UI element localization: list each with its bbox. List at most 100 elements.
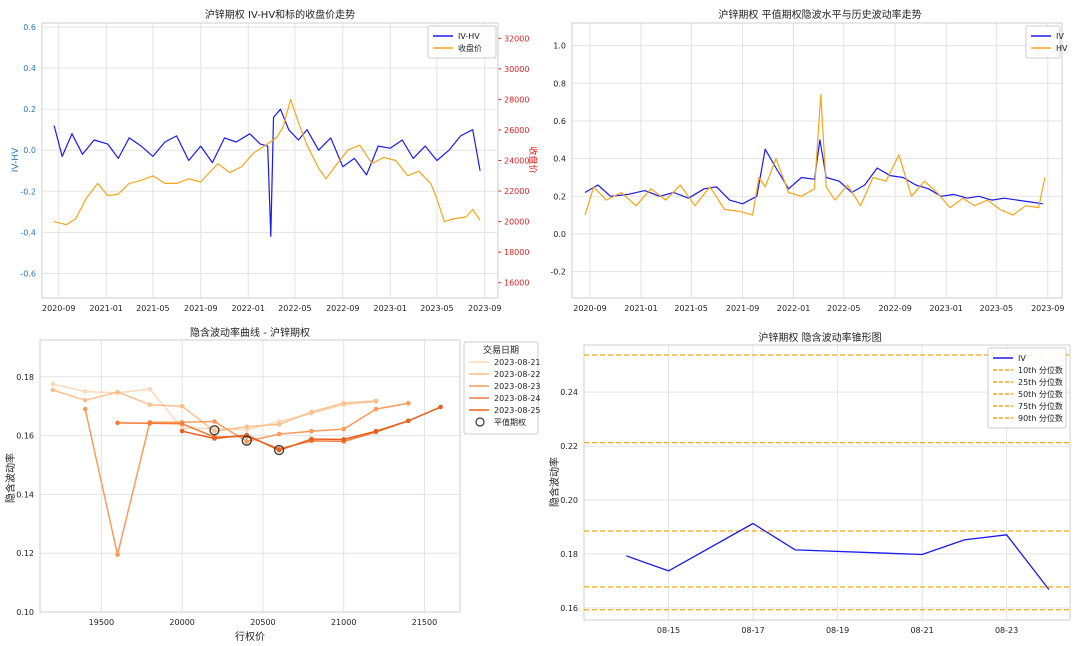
chart3-series-point	[341, 426, 346, 432]
chart3-y-tick-label: 0.18	[16, 373, 34, 382]
chart4-y-tick-label: 0.18	[560, 550, 578, 559]
chart3-y-tick-label: 0.12	[16, 549, 34, 558]
chart3-series-point	[276, 447, 282, 453]
chart3-series-point	[406, 400, 411, 406]
chart4-ylabel: 隐含波动率	[548, 457, 561, 507]
chart2-x-tick-label: 2022-01	[777, 304, 810, 313]
chart3-atm-marker	[209, 425, 220, 436]
chart4-legend-label: IV	[1018, 354, 1026, 363]
chart3-series-point	[309, 428, 314, 434]
chart1-y-tick-label: -0.6	[20, 269, 36, 278]
chart4-legend-label: 50th 分位数	[1018, 389, 1063, 399]
chart2-x-tick-label: 2023-09	[1031, 304, 1064, 313]
chart3-series-point	[147, 386, 153, 392]
chart2-x-tick-label: 2022-09	[878, 304, 911, 313]
chart3-series-point	[50, 387, 56, 393]
chart2-legend	[1025, 25, 1061, 59]
chart3-series-point	[373, 398, 379, 404]
chart2-frame	[571, 22, 1063, 299]
chart3-series-point	[276, 422, 282, 427]
chart2-y-tick-label: -0.2	[550, 268, 566, 277]
chart3-series-point	[341, 437, 346, 442]
chart4-x-tick-label: 08-15	[657, 626, 680, 635]
chart4-y-tick-label: 0.24	[560, 388, 578, 397]
chart3-series-point	[115, 552, 120, 557]
chart3-series-point	[309, 436, 314, 442]
chart3-legend-label: 2023-08-21	[494, 358, 541, 367]
chart4-legend-label: 25th 分位数	[1018, 377, 1063, 387]
chart2-y-tick-label: 1.0	[553, 42, 566, 51]
chart3-legend-label: 平值期权	[494, 417, 526, 427]
chart3-xlabel: 行权价	[235, 630, 265, 643]
chart1-y-tick-label: -0.2	[20, 187, 36, 196]
chart3-series-point	[309, 409, 314, 415]
chart1-y-tick-label: 0.4	[23, 64, 36, 73]
chart-iv-smile: 隐含波动率曲线 - 沪锌期权 行权价 隐含波动率 19500 20000 20500…	[4, 326, 541, 643]
chart2-title: 沪锌期权 平值期权隐波水平与历史波动率走势	[718, 8, 921, 21]
chart1-frame	[41, 22, 499, 299]
chart3-series-point	[212, 436, 217, 441]
chart2-x-tick-label: 2022-05	[827, 304, 860, 313]
chart3-legend-label: 2023-08-23	[494, 382, 541, 391]
chart4-series-iv	[626, 522, 1050, 590]
chart3-title: 隐含波动率曲线 - 沪锌期权	[190, 326, 310, 339]
chart3-frame	[39, 339, 461, 613]
chart1-x-tick-label: 2021-05	[136, 304, 169, 313]
chart3-x-tick-label: 20500	[250, 618, 275, 627]
chart3-series-point	[244, 439, 250, 444]
chart3-series-point	[212, 428, 217, 434]
chart1-series-ivhv	[53, 108, 481, 237]
chart3-series-point	[244, 424, 250, 430]
chart1-legend-label: 收盘价	[458, 43, 482, 53]
chart1-x-tick-label: 2021-09	[184, 304, 217, 313]
chart-ivhv-price: 沪锌期权 IV-HV和标的收盘价走势 IV-HV 收盘价 2020-09 2021…	[11, 8, 539, 313]
chart1-y2-tick-label: 26000	[504, 126, 529, 135]
chart3-x-tick-label: 21000	[331, 618, 356, 627]
chart3-plot-bg	[40, 340, 460, 612]
chart1-y-tick-label: 0.6	[23, 23, 36, 32]
chart3-series-point	[82, 397, 88, 403]
chart4-title: 沪锌期权 隐含波动率锥形图	[758, 331, 881, 344]
chart3-series-point	[438, 404, 443, 410]
chart4-legend-label: 10th 分位数	[1018, 365, 1063, 375]
chart1-y2-tick-label: 28000	[504, 95, 529, 104]
chart4-x-tick-label: 08-19	[826, 626, 849, 635]
chart2-y-tick-label: 0.8	[553, 79, 566, 88]
chart1-legend-label: IV-HV	[458, 32, 480, 41]
chart1-x-tick-label: 2023-09	[468, 304, 501, 313]
chart3-atm-marker	[241, 435, 252, 446]
chart2-series-iv	[584, 139, 1043, 205]
chart2-x-tick-label: 2023-01	[929, 304, 962, 313]
chart3-series-point	[373, 406, 379, 412]
chart2-x-tick-label: 2020-09	[573, 304, 606, 313]
chart3-legend-label: 2023-08-24	[494, 394, 541, 403]
chart1-ylabel: IV-HV	[11, 147, 21, 172]
chart1-x-tick-label: 2022-05	[278, 304, 311, 313]
chart2-x-tick-label: 2021-09	[726, 304, 759, 313]
chart4-x-tick-label: 08-17	[741, 626, 764, 635]
chart1-x-tick-label: 2021-01	[89, 304, 122, 313]
chart1-y2-tick-label: 16000	[504, 279, 529, 288]
chart3-series-point	[115, 420, 120, 426]
chart1-x-tick-label: 2023-01	[374, 304, 407, 313]
chart1-legend	[427, 25, 497, 59]
chart3-series-point	[406, 418, 411, 424]
chart3-series-point	[82, 406, 88, 412]
chart2-y-tick-label: 0.2	[553, 192, 566, 201]
chart2-legend-label: HV	[1056, 44, 1068, 53]
chart3-y-tick-label: 0.10	[16, 608, 34, 617]
chart-iv-cone: 沪锌期权 隐含波动率锥形图 隐含波动率 08-15 08-17 08-19 08-21…	[548, 331, 1071, 635]
chart1-title: 沪锌期权 IV-HV和标的收盘价走势	[205, 8, 355, 21]
chart4-legend	[987, 347, 1067, 429]
chart3-y-tick-label: 0.16	[16, 432, 34, 441]
chart3-series-point	[276, 431, 282, 437]
chart4-y-tick-label: 0.22	[560, 442, 578, 451]
chart1-y2-tick-label: 22000	[504, 187, 529, 196]
chart-iv-hv-level: 沪锌期权 平值期权隐波水平与历史波动率走势 2020-09 2021-01 2021…	[550, 8, 1068, 313]
chart3-series-point	[82, 389, 88, 394]
chart3-legend-label: 2023-08-22	[494, 370, 541, 379]
chart1-y2-tick-label: 24000	[504, 157, 529, 166]
chart2-x-tick-label: 2021-01	[624, 304, 657, 313]
chart3-legend-label: 2023-08-25	[494, 406, 541, 415]
